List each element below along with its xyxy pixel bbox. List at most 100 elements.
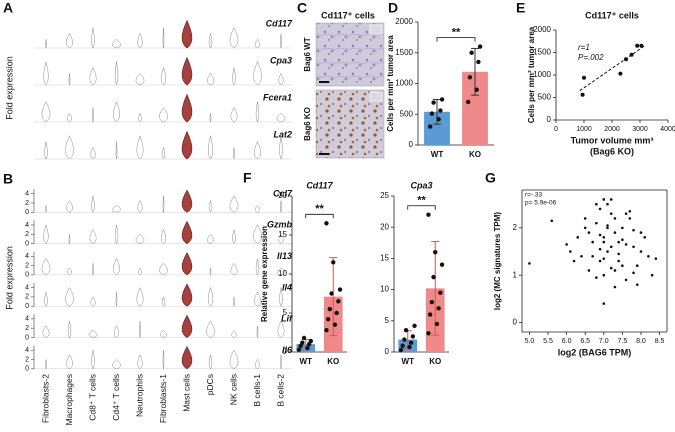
violin (233, 296, 235, 307)
x-tick-label: WT (402, 357, 415, 366)
data-point (426, 212, 431, 217)
data-point (439, 97, 445, 102)
category-label: Fibroblasts-2 (40, 374, 50, 423)
violin (66, 32, 73, 49)
y-axis-label: Cells per mm² tumor area (527, 26, 536, 123)
violin (162, 195, 165, 213)
data-point (325, 317, 331, 322)
y-tick-label: 1000 (533, 70, 551, 79)
y-tick-label: 0 (25, 240, 29, 247)
category-label: B cells-1 (252, 374, 262, 407)
annotation: r=1 (578, 43, 590, 52)
y-tick-label: 2000 (395, 17, 413, 26)
data-point (647, 254, 650, 258)
data-point (598, 247, 602, 251)
y-axis-label: Fold expression (4, 56, 14, 120)
data-point (606, 224, 609, 227)
x-tick-label: KO (429, 357, 441, 366)
panel-letter: B (3, 171, 13, 187)
x-tick-label: 5.0 (525, 338, 535, 345)
data-point (427, 312, 433, 317)
data-point (327, 306, 333, 312)
violin (230, 106, 238, 123)
violin (181, 189, 193, 213)
row-label: Bag6 WT (303, 37, 312, 71)
scale-bar (319, 81, 329, 83)
data-point (635, 264, 639, 268)
data-point (617, 252, 620, 256)
data-point (621, 238, 624, 241)
violin (43, 224, 49, 244)
y-tick-label: 2 (25, 262, 29, 269)
violin (43, 61, 49, 86)
data-point (337, 287, 343, 292)
x-tick-label: KO (469, 150, 481, 159)
y-tick-label: 20 (278, 191, 287, 200)
violin (137, 32, 143, 49)
y-axis-label: Fold expression (4, 246, 14, 310)
data-point (602, 257, 606, 260)
violin (114, 224, 119, 245)
category-label: B cells-2 (275, 374, 285, 407)
violin (277, 320, 285, 338)
significance-bracket (305, 213, 334, 219)
y-tick-label: 4 (25, 253, 29, 260)
panel-letter: A (3, 0, 13, 16)
gene-label: Fcera1 (263, 92, 292, 102)
violin (231, 330, 237, 338)
data-point (624, 212, 628, 215)
x-tick-label: 1000 (576, 126, 592, 133)
violin (253, 224, 262, 244)
violin (112, 359, 121, 370)
data-point (609, 245, 613, 249)
data-point (635, 43, 640, 48)
y-tick-label: 5 (385, 316, 390, 325)
annotation: r=-.33 (525, 192, 543, 199)
data-point (624, 57, 628, 62)
violin (276, 267, 286, 276)
data-point (305, 345, 310, 351)
data-point (602, 236, 606, 239)
violin (92, 263, 94, 276)
data-point (595, 221, 598, 225)
data-point (632, 271, 635, 275)
violin (181, 19, 193, 49)
gene-label: Gzmb (267, 220, 293, 230)
y-tick-label: 500 (400, 109, 414, 118)
violin (112, 38, 121, 49)
y-tick-label: 1500 (395, 48, 413, 57)
category-label: Mast cells (181, 374, 191, 412)
significance-bracket (407, 205, 436, 210)
violin (66, 200, 73, 213)
data-point (324, 327, 329, 333)
data-point (565, 243, 568, 246)
data-point (632, 245, 635, 249)
category-label: Macrophages (64, 374, 74, 426)
data-point (324, 221, 329, 226)
gene-label: Lif (281, 314, 293, 324)
violin (115, 141, 118, 160)
data-point (400, 343, 405, 348)
y-tick-label: 10 (278, 269, 287, 278)
violin (208, 33, 213, 49)
data-point (598, 259, 602, 263)
violin (209, 113, 212, 123)
violin (139, 321, 141, 338)
significance-bracket (436, 37, 476, 42)
data-point (602, 273, 606, 277)
violin (161, 146, 166, 160)
data-point (334, 310, 339, 316)
data-point (632, 228, 635, 232)
data-point (336, 299, 341, 304)
violin (67, 321, 72, 338)
data-point (296, 347, 302, 352)
violin (181, 93, 193, 123)
violin (181, 314, 193, 338)
row-label: Bag6 KO (303, 107, 312, 141)
data-point (606, 202, 609, 206)
violin (254, 291, 261, 307)
violin (114, 61, 119, 86)
data-point (528, 262, 531, 265)
data-point (300, 340, 305, 345)
